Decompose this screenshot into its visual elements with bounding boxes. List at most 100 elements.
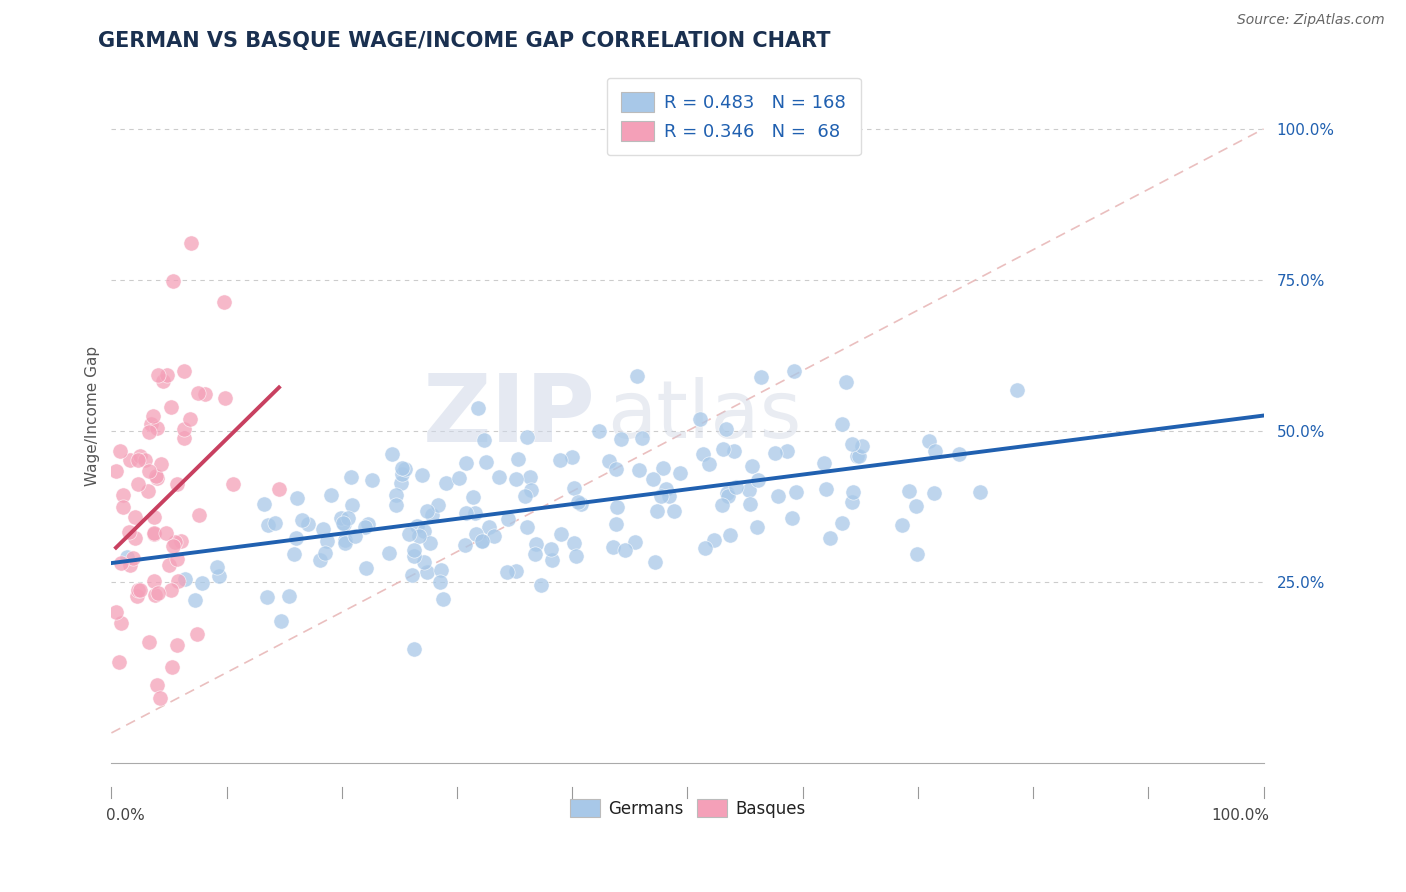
Point [127,583,149,598]
Point [146,678,169,692]
Point [413,556,436,570]
Point [401,568,423,582]
Point [505,472,527,486]
Point [471,534,494,549]
Point [222,477,245,491]
Point [472,433,495,447]
Point [167,574,190,588]
Point [108,655,131,669]
Point [471,534,494,549]
Point [194,387,217,401]
Point [692,447,714,461]
Point [426,498,449,512]
Point [115,549,138,564]
Point [173,431,195,445]
Point [434,475,457,490]
Point [312,522,335,536]
Point [333,516,356,531]
Point [127,453,149,467]
Point [430,563,453,577]
Point [205,559,228,574]
Point [166,552,188,566]
Point [180,236,202,251]
Point [297,517,319,532]
Point [415,565,437,579]
Point [606,500,628,514]
Point [340,498,363,512]
Point [655,482,678,496]
Point [411,468,433,483]
Point [139,417,162,432]
Point [898,483,921,498]
Point [602,540,624,554]
Point [120,453,142,467]
Point [605,462,627,476]
Point [173,421,195,435]
Point [152,374,174,388]
Point [391,461,413,475]
Point [588,424,610,438]
Point [841,437,863,451]
Point [768,489,790,503]
Point [142,510,165,524]
Point [605,516,627,531]
Point [179,412,201,426]
Point [416,504,439,518]
Point [565,549,588,563]
Point [121,550,143,565]
Point [160,400,183,414]
Point [277,590,299,604]
Point [749,370,772,384]
Point [614,542,637,557]
Point [540,542,562,557]
Point [136,484,159,499]
Point [145,469,167,483]
Point [127,589,149,603]
Point [1005,383,1028,397]
Point [381,447,404,461]
Point [112,500,135,514]
Point [398,526,420,541]
Point [505,564,527,578]
Point [454,456,477,470]
Point [110,616,132,631]
Point [890,517,912,532]
Point [924,444,946,458]
Point [550,526,572,541]
Point [330,511,353,525]
Point [104,605,127,619]
Point [412,524,434,538]
Point [918,434,941,448]
Point [697,457,720,471]
Point [524,547,547,561]
Point [747,520,769,534]
Point [835,375,858,389]
Point [464,507,486,521]
Point [456,506,478,520]
Point [763,446,786,460]
Point [162,539,184,553]
Point [478,520,501,534]
Point [541,553,564,567]
Point [627,463,650,477]
Point [361,473,384,487]
Point [143,588,166,602]
Point [506,452,529,467]
Point [703,533,725,547]
Text: GERMAN VS BASQUE WAGE/INCOME GAP CORRELATION CHART: GERMAN VS BASQUE WAGE/INCOME GAP CORRELA… [98,31,831,51]
Point [146,586,169,600]
Point [846,449,869,463]
Point [723,443,745,458]
Point [419,536,441,550]
Point [391,467,413,482]
Point [631,431,654,445]
Point [643,472,665,486]
Point [134,453,156,467]
Point [783,364,806,378]
Point [270,614,292,628]
Point [333,536,356,550]
Point [841,495,863,509]
Point [447,471,470,485]
Text: 0.0%: 0.0% [105,808,145,823]
Point [384,498,406,512]
